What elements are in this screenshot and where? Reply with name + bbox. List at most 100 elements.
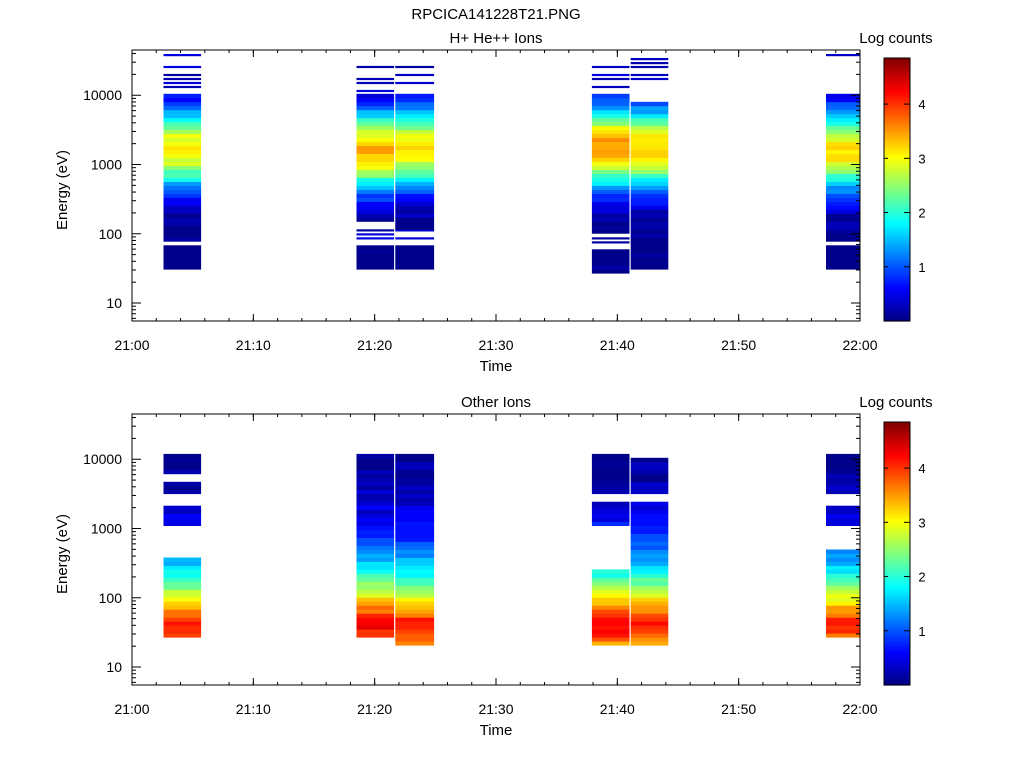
heatmap-cell [163, 129, 202, 135]
heatmap-cell [826, 117, 860, 123]
heatmap-cell [163, 577, 202, 582]
heatmap-cell [591, 637, 630, 642]
heatmap-cell [826, 265, 860, 270]
colorbar-step [884, 520, 910, 524]
heatmap-cell [395, 265, 435, 270]
heatmap-cell [356, 125, 395, 131]
colorbar-step [884, 277, 910, 280]
heatmap-cell [826, 173, 860, 178]
heatmap-cell [826, 197, 860, 202]
heatmap-cell [356, 569, 395, 574]
colorbar-step [884, 641, 910, 644]
heatmap-cell [395, 93, 435, 99]
heatmap-cell [356, 137, 395, 143]
heatmap-cell [826, 105, 860, 111]
heatmap-cell [630, 577, 669, 582]
heatmap-cell [826, 613, 860, 618]
heatmap-cell [395, 149, 435, 154]
colorbar-step [884, 79, 910, 83]
heatmap-cell [630, 137, 669, 143]
heatmap-cell [163, 177, 202, 182]
heatmap-cell [356, 505, 395, 511]
heatmap-cell [630, 473, 669, 479]
heatmap-cell [630, 209, 669, 214]
heatmap-cell [163, 145, 202, 150]
colorbar-step [884, 573, 910, 577]
heatmap-cell [356, 197, 395, 202]
colorbar-step [884, 279, 910, 283]
colorbar-step [884, 305, 910, 309]
heatmap-cell [826, 209, 860, 214]
colorbar-step [884, 268, 910, 272]
heatmap-cell [591, 145, 630, 150]
colorbar-step [884, 259, 910, 263]
heatmap-cell [630, 221, 669, 226]
heatmap-cell [163, 457, 202, 463]
colorbar-step [884, 64, 910, 68]
heatmap-cell [356, 457, 395, 463]
colorbar-step [884, 608, 910, 612]
colorbar-step [884, 290, 910, 294]
heatmap-cell [395, 573, 435, 578]
heatmap-cell [395, 225, 435, 230]
heatmap-cell [826, 621, 860, 626]
heatmap-cell [163, 225, 202, 230]
colorbar-step [884, 459, 910, 463]
heatmap-cell [163, 461, 202, 467]
heatmap-cell [356, 485, 395, 491]
heatmap-cell [826, 137, 860, 143]
heatmap-cell [395, 617, 435, 622]
heatmap-cell [163, 181, 202, 186]
heatmap-cell [395, 517, 435, 522]
y-tick-label: 10 [106, 295, 122, 311]
colorbar-step [884, 652, 910, 655]
heatmap-cell [591, 125, 630, 131]
colorbar-step [884, 478, 910, 482]
heatmap-cell [826, 489, 860, 495]
heatmap-cell [630, 549, 669, 554]
heatmap-cell [826, 149, 860, 154]
heatmap-cell [356, 249, 395, 254]
y-tick-label: 10000 [83, 87, 122, 103]
spectrogram-column [395, 65, 435, 270]
heatmap-cell [591, 209, 630, 214]
colorbar-step [884, 535, 910, 539]
x-tick-label: 21:00 [114, 337, 149, 353]
heatmap-cell [163, 141, 202, 147]
colorbar-step [884, 318, 910, 322]
heatmap-cell [591, 477, 630, 483]
heatmap-cell [395, 209, 435, 214]
heatmap-cell [163, 521, 202, 526]
colorbar-step [884, 562, 910, 566]
colorbar-step [884, 202, 910, 206]
heatmap-cell [163, 133, 202, 139]
heatmap-cell [395, 105, 435, 111]
heatmap-cell [356, 173, 395, 178]
heatmap-cell [163, 633, 202, 638]
heatmap-cell [356, 117, 395, 123]
heatmap-cell [591, 633, 630, 638]
heatmap-cell [630, 109, 669, 115]
colorbar-step [884, 253, 910, 256]
heatmap-cell [591, 253, 630, 258]
heatmap-cell [395, 73, 435, 77]
page-title: RPCICA141228T21.PNG [411, 6, 580, 23]
heatmap-cell [591, 241, 630, 244]
heatmap-cell [630, 185, 669, 190]
colorbar-step [884, 636, 910, 640]
heatmap-cell [630, 189, 669, 194]
colorbar-step [884, 114, 910, 118]
spectrogram-column [356, 65, 395, 270]
heatmap-cell [395, 221, 435, 226]
colorbar-step [884, 632, 910, 636]
colorbar-step [884, 671, 910, 675]
colorbar-step [884, 450, 910, 454]
heatmap-cell [163, 117, 202, 123]
colorbar-step [884, 217, 910, 221]
heatmap-cell [395, 533, 435, 538]
heatmap-cell [356, 621, 395, 626]
heatmap-cell [826, 161, 860, 166]
heatmap-cell [630, 253, 669, 258]
colorbar-step [884, 147, 910, 151]
heatmap-cell [395, 565, 435, 570]
